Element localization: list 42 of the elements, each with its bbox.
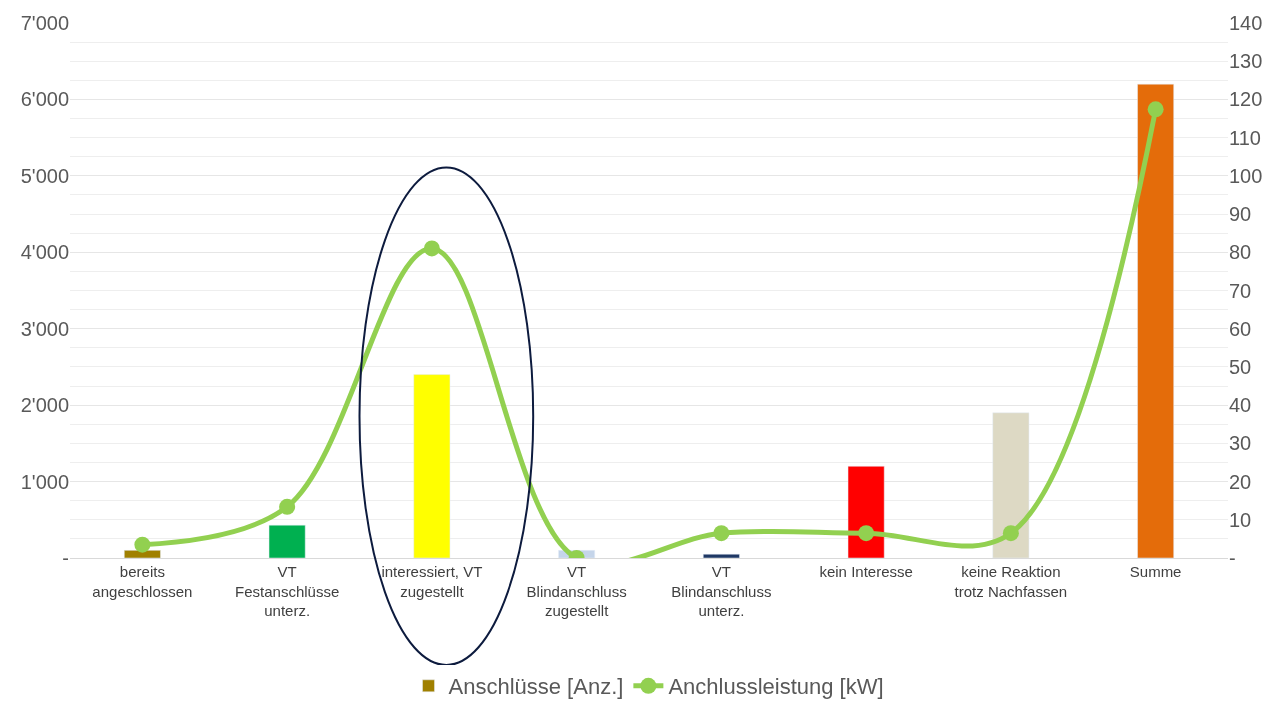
y-tick-label: 1'000 [20,470,69,493]
point [1147,101,1164,118]
y2-tick-label: 30 [1229,432,1252,455]
x-tick-label: bereits angeschlossen [92,563,193,600]
point [279,498,296,515]
bar [124,550,161,558]
y-tick-label: 4'000 [20,241,69,264]
x-tick-label: keine Reaktion trotz Nachfassen [954,563,1068,600]
y-tick-label: 5'000 [20,164,69,187]
point [858,525,875,542]
y-tick-label: 2'000 [20,394,69,417]
x-tick-label: VT Blindanschluss unterz. [671,563,772,619]
y2-tick-label: 140 [1229,12,1263,34]
y2-tick-label: 10 [1229,508,1252,531]
legend-label: Anchlussleistung [kW] [668,674,884,700]
point [134,536,151,553]
y-tick-label: 6'000 [20,88,69,111]
legend-label: Anschlüsse [Anz.] [448,674,624,700]
y2-tick-label: 20 [1229,470,1252,493]
point [423,240,440,257]
y2-tick-label: 120 [1229,88,1263,111]
y-tick-label: 7'000 [20,12,69,34]
x-tick-label: kein Interesse [819,563,913,580]
y2-tick-label: 40 [1229,394,1252,417]
y-tick-label: 3'000 [20,317,69,340]
y2-tick-label: - [1229,547,1236,569]
point [713,525,730,542]
bar [703,553,740,558]
x-tick-label: VT Blindanschluss zugestellt [526,563,627,619]
y2-tick-label: 60 [1229,317,1252,340]
x-tick-label: interessiert, VT zugestellt [381,563,483,600]
y2-tick-label: 100 [1229,164,1263,187]
y-tick-label: - [62,547,69,569]
y2-tick-label: 80 [1229,241,1252,264]
x-tick-label: VT Festanschlüsse unterz. [235,563,340,619]
y2-tick-label: 50 [1229,355,1252,378]
y2-tick-label: 90 [1229,203,1252,226]
y2-tick-label: 110 [1229,126,1261,149]
y2-tick-label: 130 [1229,50,1263,73]
y2-tick-label: 70 [1229,279,1252,302]
point [1002,525,1019,542]
x-tick-label: Summe [1129,563,1182,580]
